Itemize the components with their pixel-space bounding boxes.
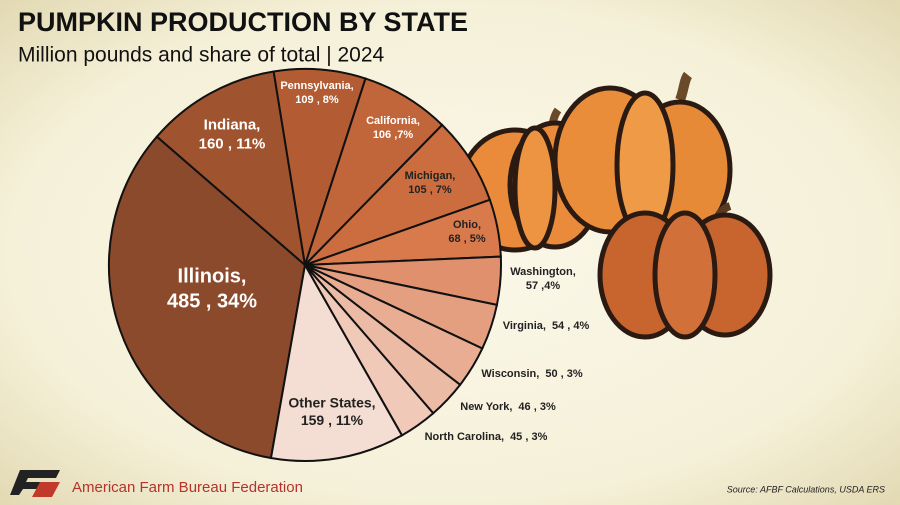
- category-label: Pennsylvania,: [280, 80, 353, 92]
- source: Source: AFBF Calculations, USDA ERS: [727, 484, 885, 494]
- value-label: 50 , 3%: [545, 368, 583, 380]
- value-label: 46 , 3%: [518, 401, 556, 413]
- category-label: North Carolina,: [425, 431, 504, 443]
- value-label: 54 , 4%: [552, 320, 590, 332]
- pie-slice: [108, 135, 307, 460]
- logo: [10, 470, 60, 497]
- category-label: Washington,: [510, 266, 576, 278]
- value-label: 159 , 11%: [301, 412, 364, 428]
- data-label: North Carolina, 45 , 3%: [425, 431, 548, 443]
- category-label: California,: [366, 115, 420, 127]
- pie-slice: [269, 262, 404, 462]
- data-label: Ohio, 68 , 5%: [448, 219, 486, 245]
- data-label: Wisconsin, 50 , 3%: [481, 368, 582, 380]
- value-label: 160 , 11%: [199, 135, 266, 152]
- chart-subtitle: Million pounds and share of total | 2024: [18, 44, 385, 67]
- data-label: Pennsylvania, 109 , 8%: [280, 80, 353, 106]
- data-label: Indiana, 160 , 11%: [199, 117, 266, 153]
- data-label: Other States, 159 , 11%: [288, 394, 375, 428]
- category-label: Illinois,: [178, 266, 247, 288]
- category-label: Michigan,: [405, 170, 456, 182]
- data-label: Virginia, 54 , 4%: [503, 320, 590, 332]
- category-label: Ohio,: [453, 219, 481, 231]
- value-label: 45 , 3%: [510, 431, 548, 443]
- pie: [108, 68, 502, 462]
- value-label: 57 ,4%: [526, 280, 560, 292]
- value-label: 105 , 7%: [408, 184, 452, 196]
- value-label: 109 , 8%: [295, 94, 339, 106]
- value-label: 68 , 5%: [448, 233, 486, 245]
- category-label: New York,: [460, 401, 512, 413]
- data-label: Michigan, 105 , 7%: [405, 170, 456, 196]
- category-label: Indiana,: [204, 117, 261, 134]
- value-label: 106 ,7%: [373, 129, 414, 141]
- labels: Illinois, 485 , 34% Indiana, 160 , 11% Penns…: [167, 80, 590, 443]
- value-label: 485 , 34%: [167, 291, 257, 313]
- organization-name: American Farm Bureau Federation: [72, 479, 303, 496]
- chart-title: PUMPKIN PRODUCTION BY STATE: [18, 7, 468, 37]
- category-label: Wisconsin,: [481, 368, 539, 380]
- data-label: Washington, 57 ,4%: [510, 266, 576, 292]
- data-label: Illinois, 485 , 34%: [167, 266, 257, 313]
- data-label: New York, 46 , 3%: [460, 401, 556, 413]
- pie-slice: [155, 70, 307, 268]
- category-label: Virginia,: [503, 320, 546, 332]
- category-label: Other States,: [288, 394, 375, 410]
- data-label: California, 106 ,7%: [366, 115, 420, 141]
